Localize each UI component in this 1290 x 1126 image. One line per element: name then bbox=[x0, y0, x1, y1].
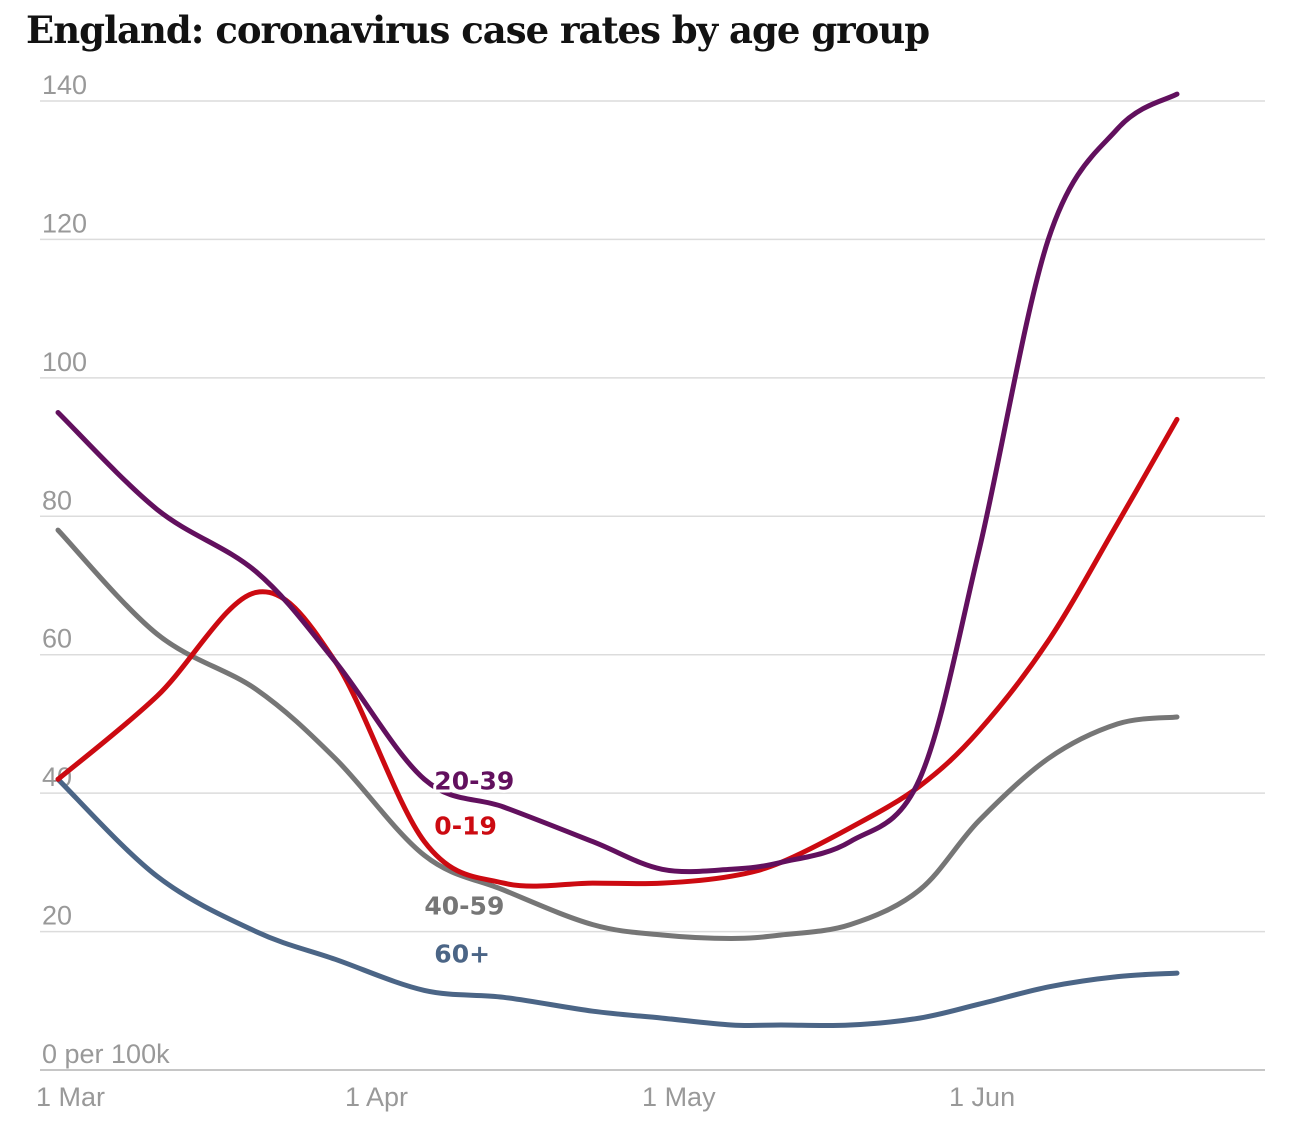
y-tick-label-60: 60 bbox=[42, 624, 72, 654]
series-label-60-plus: 60+ bbox=[434, 940, 490, 969]
x-tick-label-1-mar: 1 Mar bbox=[36, 1082, 105, 1112]
y-tick-label-100: 100 bbox=[42, 347, 87, 377]
series-line-20-39 bbox=[55, 91, 1180, 875]
chart-title: England: coronavirus case rates by age g… bbox=[26, 8, 930, 52]
series-label-halo-40-59: 40-59 bbox=[424, 891, 504, 920]
y-tick-label-120: 120 bbox=[42, 208, 87, 238]
series-label-20-39: 20-39 bbox=[434, 767, 514, 796]
x-tick-label-1-jun: 1 Jun bbox=[949, 1082, 1015, 1112]
series-line-60-plus bbox=[55, 776, 1180, 1029]
series-label-halo-60-plus: 60+ bbox=[434, 940, 490, 969]
series-label-halo-0-19: 0-19 bbox=[434, 812, 497, 841]
y-tick-label-0: 0 per 100k bbox=[42, 1039, 170, 1069]
series-label-halo-20-39: 20-39 bbox=[434, 767, 514, 796]
series-line-0-19 bbox=[55, 416, 1180, 889]
y-tick-label-140: 140 bbox=[42, 70, 87, 100]
series-line-40-59 bbox=[55, 527, 1180, 941]
y-tick-label-20: 20 bbox=[42, 901, 72, 931]
y-tick-label-80: 80 bbox=[42, 485, 72, 515]
series-label-0-19: 0-19 bbox=[434, 812, 497, 841]
x-tick-label-1-apr: 1 Apr bbox=[345, 1082, 408, 1112]
x-tick-label-1-may: 1 May bbox=[642, 1082, 716, 1112]
series-label-40-59: 40-59 bbox=[424, 891, 504, 920]
